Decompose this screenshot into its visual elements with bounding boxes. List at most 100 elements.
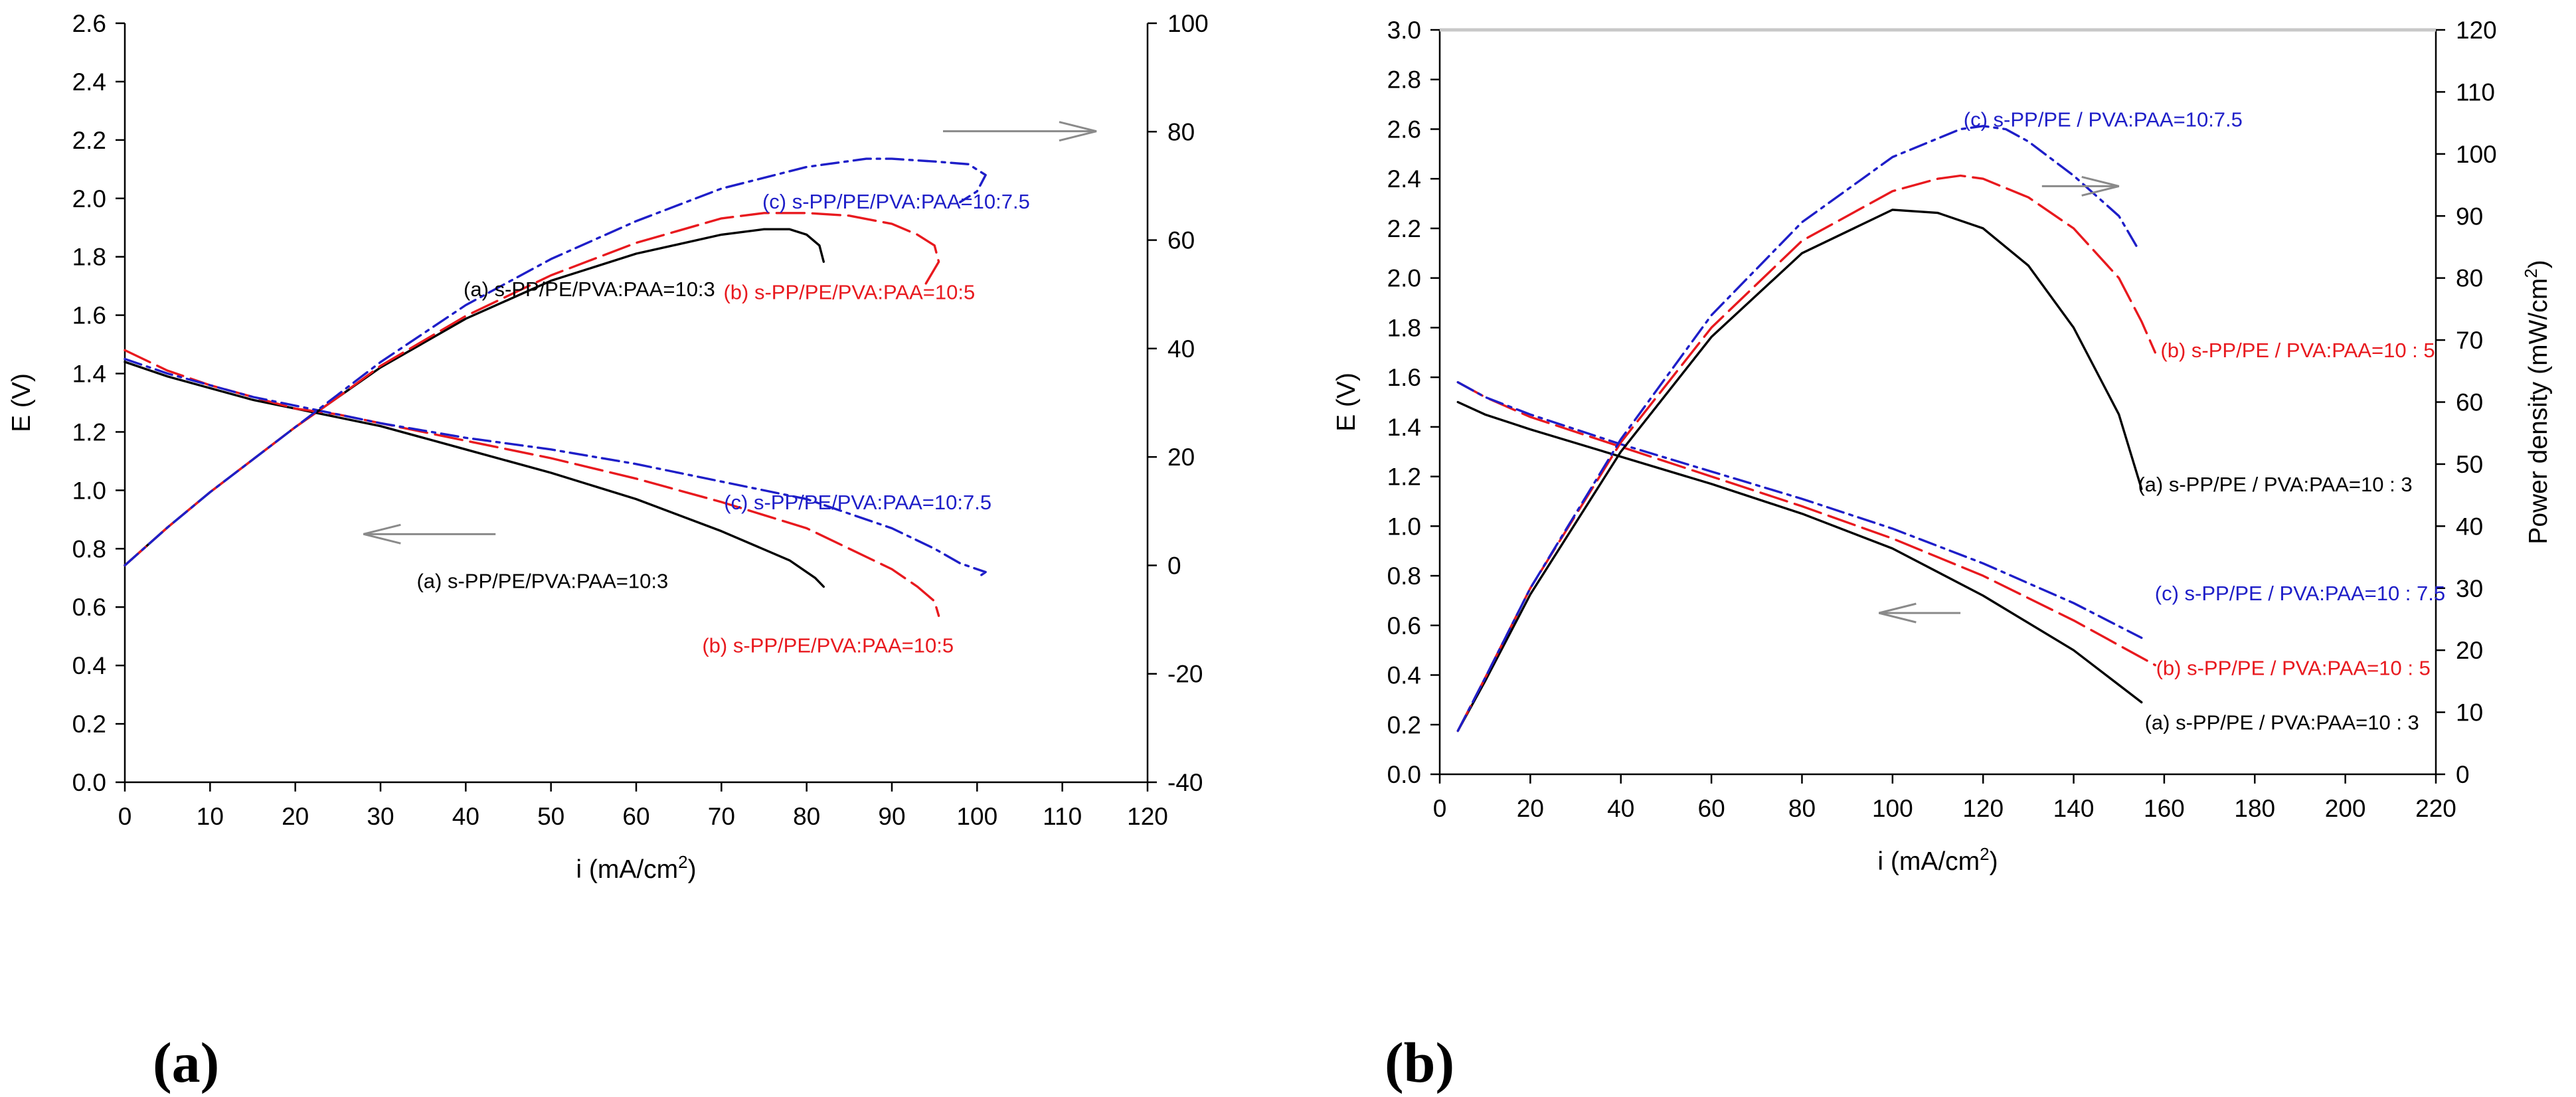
y-tick-label: 2.4 [72, 68, 106, 96]
series-annotation: (b) s-PP/PE / PVA:PAA=10 : 5 [2160, 339, 2435, 362]
y2-tick-label: 80 [2456, 265, 2483, 292]
y-tick-label: 1.6 [72, 302, 106, 329]
polarization-line [124, 361, 825, 588]
power-density-line [1456, 125, 2138, 732]
y-tick-label: 0.0 [72, 769, 106, 796]
x-tick-label: 40 [1607, 795, 1634, 822]
y-tick-label: 2.6 [72, 10, 106, 37]
y2-tick-label: 60 [2456, 389, 2483, 416]
y2-tick-label: 110 [2456, 78, 2495, 106]
y2-tick-label: 30 [2456, 575, 2483, 602]
arrow-left-icon [1878, 602, 1917, 624]
polarization-line [1456, 380, 2143, 639]
x-tick-label: 120 [1127, 803, 1168, 830]
y-tick-label: 1.6 [1387, 364, 1421, 391]
series-annotation: (c) s-PP/PE / PVA:PAA=10 : 7.5 [2155, 582, 2445, 605]
arrow-left-icon [363, 523, 401, 545]
x-tick-label: 60 [1698, 795, 1725, 822]
y2-tick-label: -20 [1167, 661, 1203, 688]
y-tick-label: 1.0 [72, 477, 106, 504]
x-axis-label: i (mA/cm2) [1877, 844, 1998, 876]
y-tick-label: 0.0 [1387, 761, 1421, 788]
panel-label-b: (b) [1385, 1031, 1455, 1094]
chart-panel-a: 0 10 20 30 40 50 60 70 80 90 100 110 120 0.0 0.2 0.4 0.6… [7, 10, 1209, 884]
series-annotation: (a) s-PP/PE/PVA:PAA=10:3 [416, 570, 668, 593]
y-tick-label: 1.4 [72, 361, 106, 388]
x-tick-label: 160 [2144, 795, 2185, 822]
series-annotation: (b) s-PP/PE / PVA:PAA=10 : 5 [2156, 656, 2431, 679]
y-tick-label: 2.0 [1387, 265, 1421, 292]
y2-axis-label: Power density (mW/cm2) [2521, 260, 2553, 544]
arrow-right-icon [2081, 175, 2120, 197]
x-tick-label: 110 [1043, 803, 1082, 830]
y2-tick-label: 0 [1167, 552, 1181, 579]
y2-tick-label: 0 [2456, 761, 2470, 788]
y-tick-label: 2.4 [1387, 165, 1421, 193]
y-tick-label: 0.6 [1387, 612, 1421, 639]
x-tick-label: 20 [1517, 795, 1544, 822]
chart-panel-b: 0 20 40 60 80 100 120 140 160 180 200 2200.00.20.40… [1332, 17, 2553, 876]
x-tick-label: 80 [793, 803, 820, 830]
x-axis-label: i (mA/cm2) [576, 852, 696, 884]
y-tick-label: 2.2 [72, 127, 106, 154]
series-annotation: (a) s-PP/PE / PVA:PAA=10 : 3 [2145, 711, 2419, 734]
y-tick-label: 1.0 [1387, 513, 1421, 540]
panel-label-a: (a) [153, 1031, 220, 1094]
y2-tick-label: 50 [2456, 451, 2483, 478]
y-tick-label: 3.0 [1387, 17, 1421, 44]
y-tick-label: 1.4 [1387, 414, 1421, 441]
power-density-line [1456, 209, 2143, 732]
x-tick-label: 220 [2415, 795, 2456, 822]
x-tick-label: 0 [1433, 795, 1447, 822]
y2-tick-label: 100 [2456, 141, 2497, 168]
series-annotation: (c) s-PP/PE/PVA:PAA=10:7.5 [762, 190, 1030, 213]
polarization-line [1456, 380, 2157, 667]
y-tick-label: 1.8 [72, 244, 106, 271]
y2-tick-label: -40 [1167, 769, 1203, 796]
x-tick-label: 30 [367, 803, 394, 830]
series-annotation: (b) s-PP/PE/PVA:PAA=10:5 [723, 280, 975, 303]
y-tick-label: 0.4 [72, 652, 106, 679]
x-tick-label: 140 [2053, 795, 2095, 822]
y2-tick-label: 70 [2456, 327, 2483, 354]
power-density-line [1456, 174, 2157, 732]
x-tick-label: 100 [956, 803, 997, 830]
x-tick-label: 0 [118, 803, 132, 830]
y2-tick-label: 40 [2456, 513, 2483, 540]
y-tick-label: 0.6 [72, 594, 106, 621]
y-tick-label: 0.8 [72, 535, 106, 562]
arrow-right-icon [1059, 121, 1097, 142]
polarization-line [1456, 400, 2143, 704]
y-tick-label: 0.2 [72, 711, 106, 738]
x-tick-label: 50 [537, 803, 564, 830]
series-annotation: (b) s-PP/PE/PVA:PAA=10:5 [702, 633, 954, 657]
y-tick-label: 2.6 [1387, 116, 1421, 143]
x-tick-label: 20 [282, 803, 309, 830]
y-tick-label: 2.0 [72, 185, 106, 212]
y-axis-label: E (V) [7, 373, 36, 432]
y2-tick-label: 20 [2456, 637, 2483, 664]
series-annotation: (c) s-PP/PE / PVA:PAA=10:7.5 [1964, 108, 2243, 131]
x-tick-label: 70 [708, 803, 735, 830]
y2-tick-label: 120 [2456, 17, 2497, 44]
series-annotation: (a) s-PP/PE/PVA:PAA=10:3 [464, 278, 715, 301]
x-tick-label: 60 [622, 803, 649, 830]
y2-tick-label: 60 [1167, 227, 1195, 254]
x-tick-label: 200 [2325, 795, 2366, 822]
y-tick-label: 0.2 [1387, 711, 1421, 738]
y-tick-label: 1.8 [1387, 314, 1421, 341]
y2-tick-label: 90 [2456, 203, 2483, 230]
series-annotation: (c) s-PP/PE/PVA:PAA=10:7.5 [724, 491, 991, 514]
y2-tick-label: 20 [1167, 444, 1195, 471]
series-annotation: (a) s-PP/PE / PVA:PAA=10 : 3 [2138, 473, 2412, 496]
power-density-line [124, 157, 987, 567]
x-tick-label: 120 [1962, 795, 2004, 822]
y-tick-label: 0.4 [1387, 662, 1421, 689]
y2-tick-label: 40 [1167, 335, 1195, 363]
y2-tick-label: 10 [2456, 699, 2483, 726]
y-tick-label: 1.2 [1387, 464, 1421, 491]
y2-tick-label: 80 [1167, 118, 1195, 145]
y-tick-label: 1.2 [72, 418, 106, 446]
y-tick-label: 2.8 [1387, 66, 1421, 94]
x-tick-label: 90 [878, 803, 905, 830]
